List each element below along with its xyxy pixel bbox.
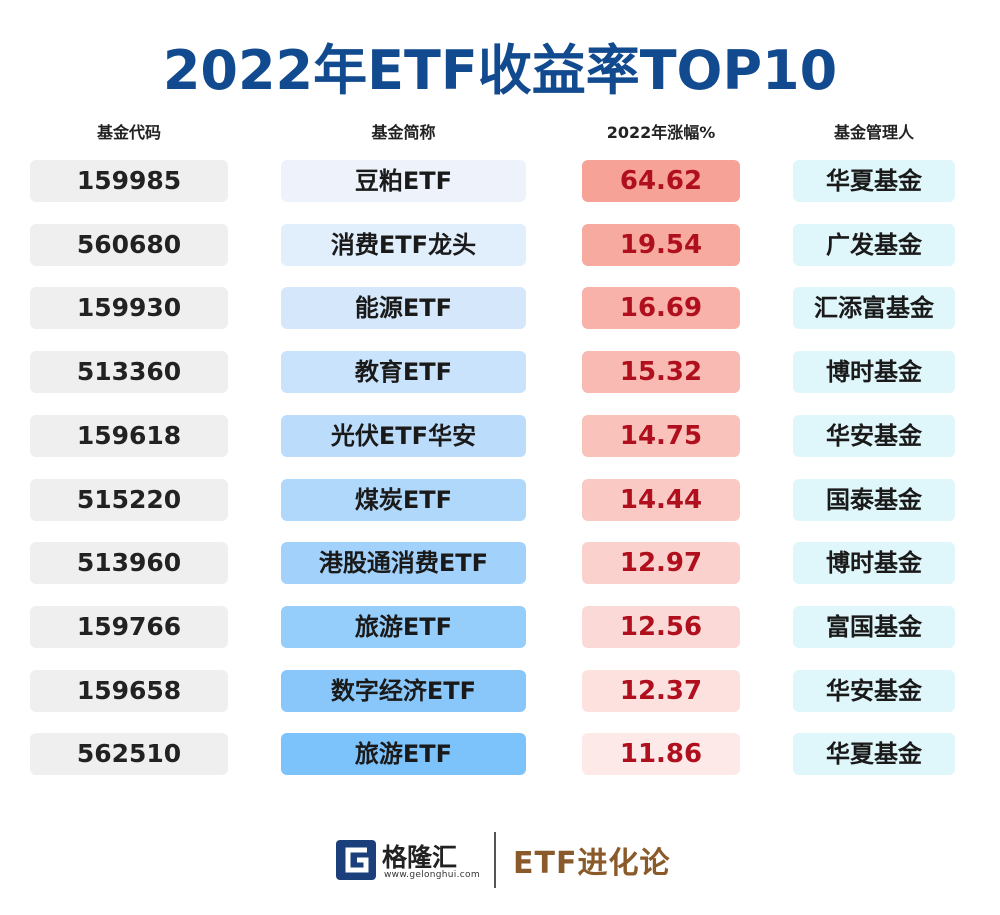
return-cell: 11.86: [582, 733, 740, 775]
chart-title: 2022年ETF收益率TOP10: [162, 39, 838, 102]
fund-code-cell: 560680: [30, 224, 228, 266]
return-cell: 64.62: [582, 160, 740, 202]
header-return: 2022年涨幅%: [606, 123, 716, 142]
fund-name-cell: 教育ETF: [281, 351, 526, 393]
manager-cell: 华安基金: [793, 415, 955, 457]
fund-code-cell: 513960: [30, 542, 228, 584]
return-cell: 12.97: [582, 542, 740, 584]
return-cell: 14.44: [582, 479, 740, 521]
return-cell: 15.32: [582, 351, 740, 393]
footer-divider: [494, 832, 496, 888]
header-manager: 基金管理人: [833, 123, 914, 142]
fund-name-cell: 旅游ETF: [281, 606, 526, 648]
fund-code-cell: 159658: [30, 670, 228, 712]
fund-name-cell: 港股通消费ETF: [281, 542, 526, 584]
header-code: 基金代码: [96, 123, 161, 142]
footer: 格隆汇 www.gelonghui.com ETF进化论: [0, 826, 1000, 896]
gelonghui-g-icon: [336, 840, 376, 880]
fund-name-cell: 旅游ETF: [281, 733, 526, 775]
logo-url: www.gelonghui.com: [384, 870, 480, 880]
fund-name-cell: 能源ETF: [281, 287, 526, 329]
manager-cell: 华夏基金: [793, 733, 955, 775]
fund-name-cell: 消费ETF龙头: [281, 224, 526, 266]
header-name: 基金简称: [371, 123, 436, 142]
return-cell: 12.37: [582, 670, 740, 712]
fund-name-cell: 光伏ETF华安: [281, 415, 526, 457]
return-cell: 19.54: [582, 224, 740, 266]
fund-code-cell: 159985: [30, 160, 228, 202]
return-cell: 14.75: [582, 415, 740, 457]
return-cell: 12.56: [582, 606, 740, 648]
manager-cell: 汇添富基金: [793, 287, 955, 329]
manager-cell: 国泰基金: [793, 479, 955, 521]
fund-code-cell: 562510: [30, 733, 228, 775]
fund-code-cell: 513360: [30, 351, 228, 393]
manager-cell: 华安基金: [793, 670, 955, 712]
fund-code-cell: 159766: [30, 606, 228, 648]
logo-name: 格隆汇: [382, 843, 458, 872]
manager-cell: 博时基金: [793, 542, 955, 584]
brand-name: ETF进化论: [513, 846, 671, 881]
fund-code-cell: 159618: [30, 415, 228, 457]
fund-name-cell: 煤炭ETF: [281, 479, 526, 521]
fund-code-cell: 159930: [30, 287, 228, 329]
fund-name-cell: 豆粕ETF: [281, 160, 526, 202]
fund-code-cell: 515220: [30, 479, 228, 521]
fund-name-cell: 数字经济ETF: [281, 670, 526, 712]
manager-cell: 广发基金: [793, 224, 955, 266]
manager-cell: 博时基金: [793, 351, 955, 393]
manager-cell: 华夏基金: [793, 160, 955, 202]
return-cell: 16.69: [582, 287, 740, 329]
manager-cell: 富国基金: [793, 606, 955, 648]
